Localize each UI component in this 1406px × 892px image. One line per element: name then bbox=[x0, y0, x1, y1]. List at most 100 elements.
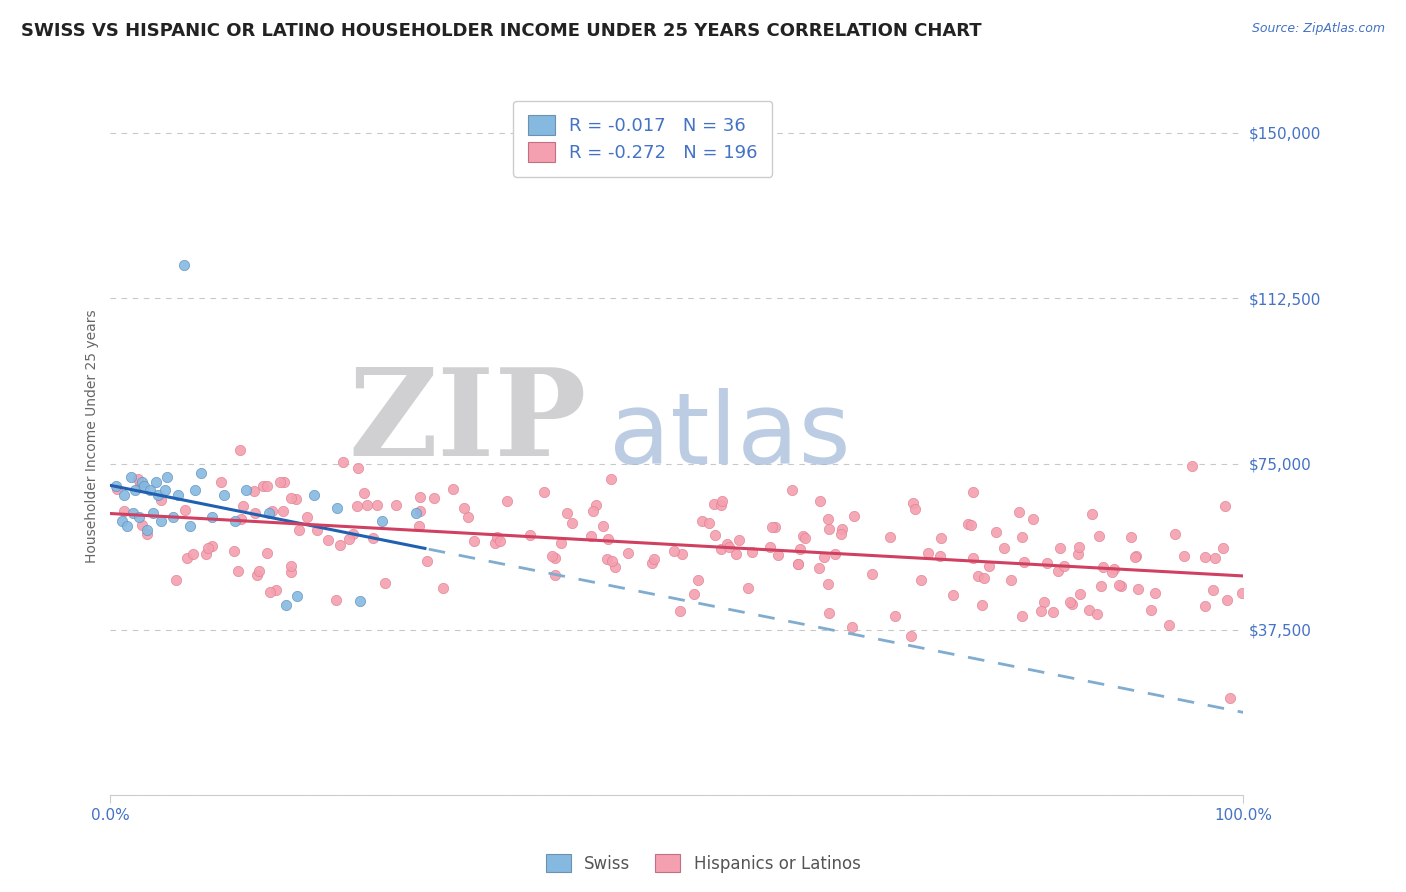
Point bbox=[366, 498, 388, 512]
Point bbox=[710, 498, 733, 512]
Point bbox=[273, 475, 295, 490]
Point bbox=[1049, 541, 1071, 555]
Point bbox=[901, 496, 924, 510]
Point bbox=[1011, 530, 1033, 544]
Point bbox=[222, 544, 245, 558]
Point bbox=[135, 527, 157, 541]
Point bbox=[371, 515, 394, 529]
Point bbox=[585, 498, 607, 512]
Point bbox=[374, 575, 396, 590]
Point bbox=[405, 506, 427, 520]
Point bbox=[409, 491, 432, 505]
Text: ZIP: ZIP bbox=[349, 363, 586, 481]
Legend: R = -0.017   N = 36, R = -0.272   N = 196: R = -0.017 N = 36, R = -0.272 N = 196 bbox=[513, 101, 772, 177]
Point bbox=[942, 588, 965, 602]
Point bbox=[416, 554, 439, 568]
Point bbox=[1143, 586, 1166, 600]
Point bbox=[264, 583, 287, 598]
Point bbox=[1123, 549, 1146, 564]
Point bbox=[1033, 594, 1056, 608]
Point bbox=[917, 546, 939, 560]
Point bbox=[256, 546, 278, 560]
Point bbox=[280, 491, 302, 505]
Point bbox=[173, 503, 195, 517]
Point bbox=[153, 483, 176, 498]
Y-axis label: Householder Income Under 25 years: Householder Income Under 25 years bbox=[86, 310, 100, 563]
Point bbox=[1139, 603, 1161, 617]
Point bbox=[149, 492, 172, 507]
Point bbox=[697, 516, 720, 530]
Point bbox=[956, 516, 979, 531]
Point bbox=[1219, 691, 1241, 706]
Point bbox=[789, 541, 811, 556]
Point bbox=[671, 547, 693, 561]
Point bbox=[145, 475, 167, 489]
Point bbox=[228, 565, 250, 579]
Point bbox=[1164, 526, 1187, 541]
Point bbox=[247, 565, 270, 579]
Point bbox=[582, 504, 605, 518]
Point bbox=[259, 585, 281, 599]
Point bbox=[453, 500, 475, 515]
Point bbox=[229, 512, 252, 526]
Point bbox=[1052, 559, 1074, 574]
Point bbox=[441, 482, 464, 496]
Point bbox=[808, 494, 831, 508]
Point bbox=[967, 569, 990, 583]
Point bbox=[1216, 592, 1239, 607]
Point bbox=[181, 547, 204, 561]
Point bbox=[1213, 499, 1236, 513]
Point bbox=[1091, 560, 1114, 574]
Point bbox=[285, 491, 308, 506]
Point bbox=[235, 483, 257, 498]
Point bbox=[131, 518, 153, 533]
Point bbox=[256, 479, 278, 493]
Point bbox=[519, 528, 541, 542]
Point bbox=[1042, 605, 1064, 619]
Point bbox=[763, 520, 786, 534]
Point bbox=[135, 523, 157, 537]
Point bbox=[156, 470, 179, 484]
Point bbox=[1194, 599, 1216, 613]
Point bbox=[596, 551, 619, 566]
Point bbox=[817, 606, 839, 620]
Point bbox=[686, 573, 709, 587]
Point bbox=[165, 573, 187, 587]
Point bbox=[970, 598, 993, 612]
Point bbox=[703, 528, 725, 542]
Point bbox=[304, 488, 326, 502]
Point bbox=[1202, 583, 1225, 598]
Point bbox=[817, 522, 839, 536]
Point bbox=[1126, 582, 1149, 597]
Point bbox=[541, 549, 564, 563]
Point bbox=[167, 488, 190, 502]
Point bbox=[1008, 505, 1031, 519]
Point bbox=[900, 629, 922, 643]
Point bbox=[741, 544, 763, 558]
Point bbox=[725, 547, 748, 561]
Point bbox=[1011, 608, 1033, 623]
Point bbox=[285, 590, 308, 604]
Point bbox=[860, 566, 883, 581]
Point bbox=[641, 556, 664, 570]
Point bbox=[959, 518, 981, 533]
Point bbox=[817, 577, 839, 591]
Point bbox=[683, 587, 706, 601]
Point bbox=[780, 483, 803, 497]
Point bbox=[485, 530, 508, 544]
Point bbox=[297, 509, 319, 524]
Point bbox=[129, 476, 152, 491]
Point bbox=[617, 546, 640, 560]
Point bbox=[463, 533, 485, 548]
Point bbox=[408, 519, 430, 533]
Point bbox=[813, 549, 835, 564]
Point bbox=[356, 499, 378, 513]
Point bbox=[986, 524, 1008, 539]
Point bbox=[1000, 573, 1022, 587]
Point bbox=[120, 470, 142, 484]
Point bbox=[703, 497, 725, 511]
Point bbox=[184, 483, 207, 498]
Point bbox=[1173, 549, 1195, 563]
Point bbox=[596, 533, 619, 547]
Point bbox=[252, 478, 274, 492]
